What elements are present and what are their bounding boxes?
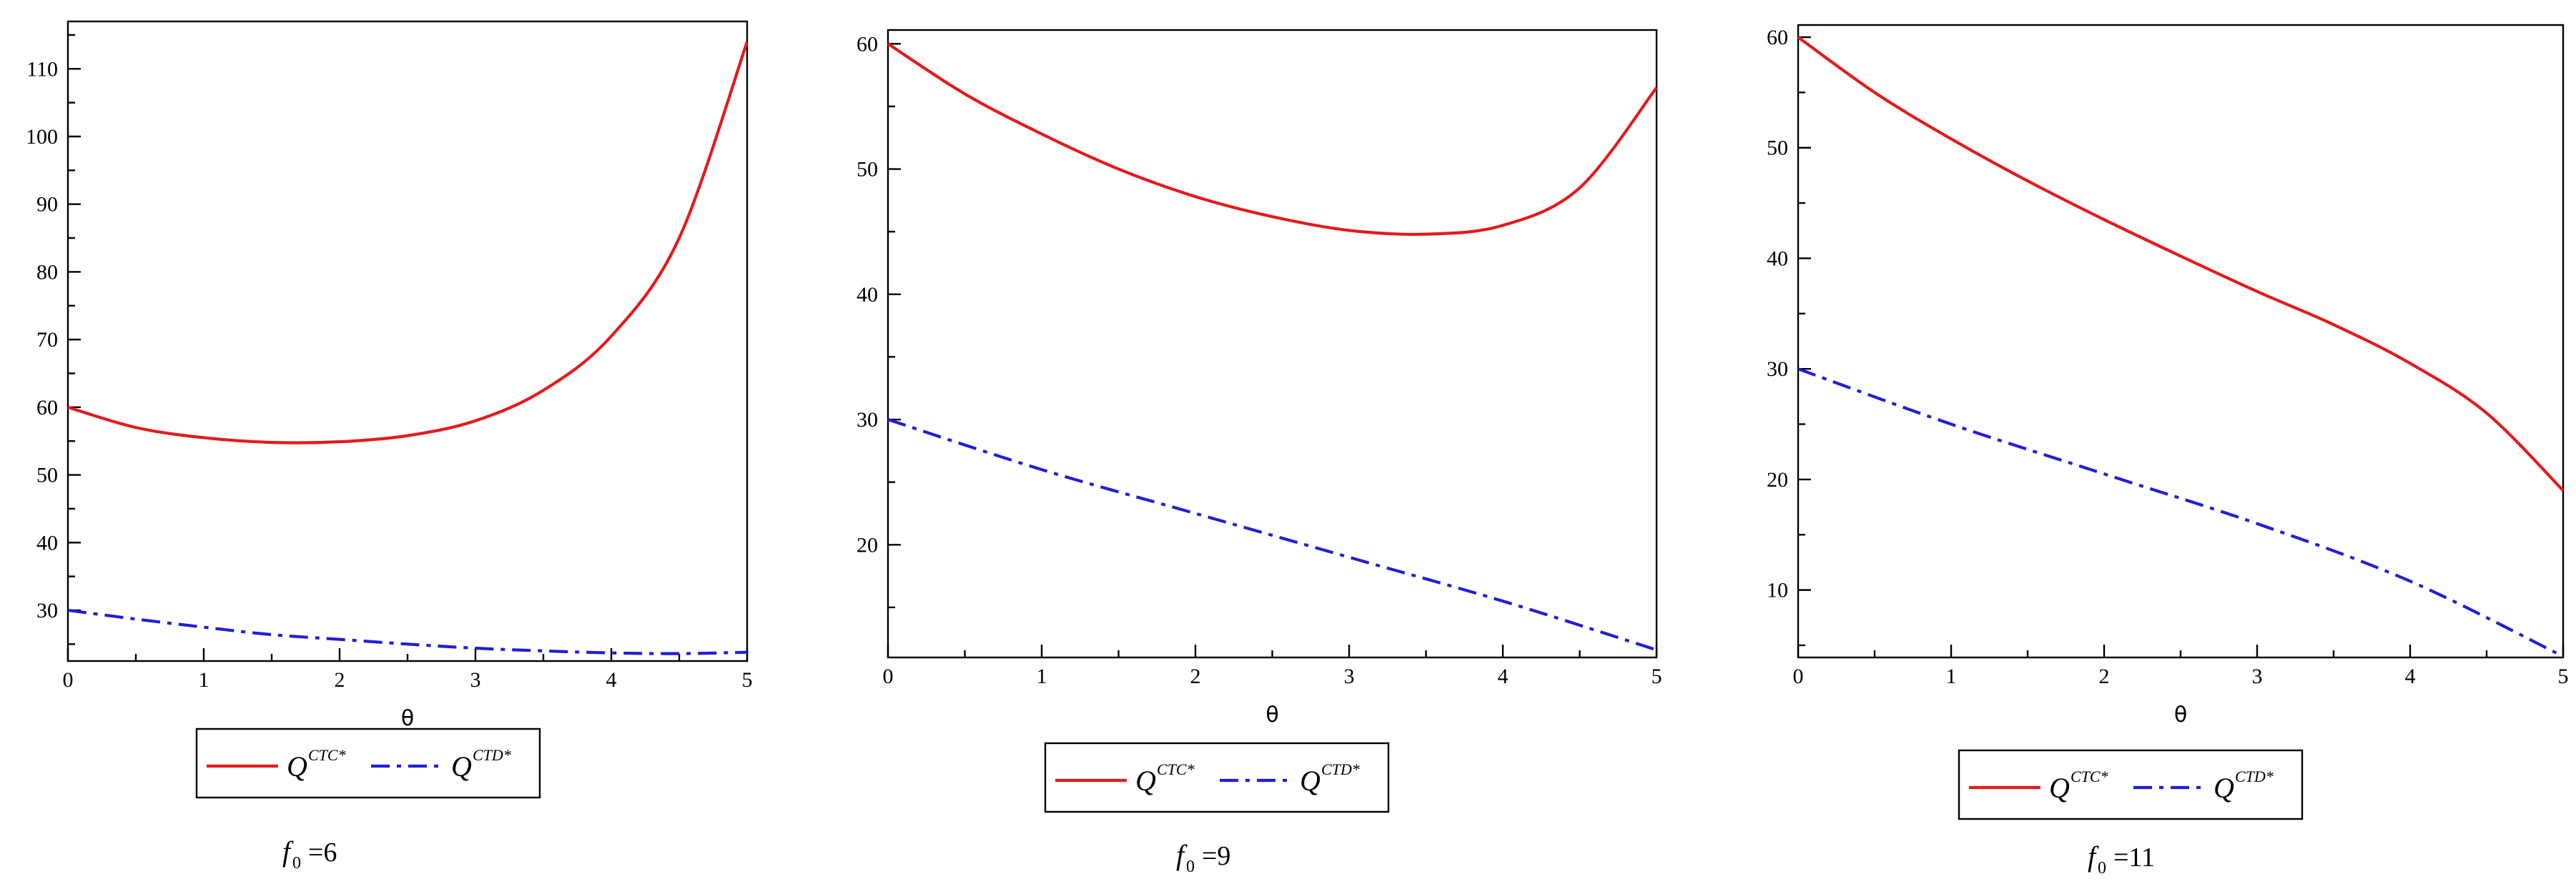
- legend-box: [195, 727, 541, 799]
- x-tick-label: 5: [1652, 665, 1662, 688]
- caption-value: =11: [2113, 843, 2155, 873]
- y-tick-label: 50: [857, 158, 878, 182]
- chart-panel-f0-11: 0 1 2 3 4 5 10 20 30 40 50 60 θ Q CTC* Q CTD* f 0 =11: [1702, 0, 2576, 889]
- x-tick-label: 1: [1037, 665, 1047, 688]
- legend-label-superscript: CTC*: [2071, 768, 2108, 785]
- y-tick-label: 70: [36, 328, 58, 352]
- x-tick-label: 2: [1190, 665, 1201, 688]
- y-tick-label: 110: [26, 57, 58, 81]
- y-tick-label: 90: [36, 193, 58, 217]
- legend-label: Q: [1300, 765, 1321, 797]
- plot-frame: [887, 29, 1658, 659]
- y-tick-label: 40: [857, 283, 878, 307]
- x-tick-label: 2: [2099, 665, 2110, 688]
- x-axis-label: θ: [2174, 702, 2187, 727]
- series-line-ctd: [1797, 367, 2564, 658]
- y-tick-label: 50: [36, 464, 58, 487]
- caption-subscript: 0: [2098, 859, 2106, 878]
- legend-label: Q: [451, 750, 472, 783]
- x-tick-label: 1: [1946, 665, 1957, 688]
- caption-subscript: 0: [1186, 858, 1195, 876]
- caption-value: =9: [1202, 841, 1230, 871]
- y-tick-label: 20: [857, 533, 878, 557]
- y-tick-label: 30: [1767, 357, 1788, 381]
- chart-panel-f0-9: 0 1 2 3 4 5 20 30 40 50 60 θ Q CTC* Q CTD* f 0 =9: [815, 0, 1687, 889]
- y-tick-label: 100: [26, 125, 58, 149]
- x-tick-label: 4: [2405, 665, 2416, 688]
- x-tick-label: 1: [199, 668, 209, 692]
- legend-label: Q: [1135, 765, 1156, 797]
- y-tick-label: 30: [36, 599, 58, 622]
- legend-label: Q: [2049, 772, 2070, 804]
- x-tick-label: 3: [470, 668, 481, 692]
- y-tick-label: 60: [1767, 26, 1788, 49]
- legend-label: Q: [2214, 772, 2234, 804]
- x-tick-label: 0: [63, 668, 74, 692]
- legend-label-superscript: CTC*: [1157, 760, 1195, 778]
- y-tick-label: 40: [36, 531, 58, 555]
- x-tick-label: 5: [2558, 665, 2569, 688]
- x-tick-label: 3: [2252, 665, 2263, 688]
- x-tick-label: 5: [742, 668, 753, 692]
- y-tick-label: 10: [1767, 579, 1788, 602]
- caption-subscript: 0: [292, 854, 301, 873]
- caption-value: =6: [308, 838, 337, 868]
- series-line-ctc: [67, 41, 749, 444]
- x-axis-label: θ: [401, 706, 414, 731]
- legend-label-superscript: CTC*: [308, 746, 346, 764]
- y-tick-label: 80: [36, 260, 58, 284]
- legend-label-superscript: CTD*: [2235, 768, 2274, 785]
- y-tick-label: 30: [857, 408, 878, 432]
- y-tick-label: 40: [1767, 247, 1788, 270]
- x-tick-label: 0: [1793, 665, 1804, 688]
- series-line-ctd: [887, 418, 1657, 652]
- x-axis-label: θ: [1265, 702, 1278, 727]
- plot-frame: [1797, 24, 2565, 659]
- legend-box: [1958, 749, 2304, 820]
- x-tick-label: 3: [1344, 665, 1355, 688]
- series-line-ctc: [887, 42, 1658, 237]
- x-tick-label: 4: [1498, 665, 1509, 688]
- x-tick-label: 2: [335, 668, 345, 692]
- series-line-ctc: [1797, 36, 2565, 492]
- chart-panel-f0-6: 0 1 2 3 4 5 30 40 50 60 70 80 90 100 110 θ Q CTC* Q CTD* f 0 =…: [0, 0, 786, 889]
- x-tick-label: 0: [883, 665, 894, 688]
- x-tick-label: 4: [606, 668, 617, 692]
- legend-label: Q: [287, 750, 307, 783]
- y-tick-label: 50: [1767, 136, 1788, 160]
- series-line-ctd: [67, 608, 748, 655]
- legend-box: [1044, 742, 1390, 813]
- y-tick-label: 20: [1767, 468, 1788, 492]
- y-tick-label: 60: [857, 32, 878, 56]
- legend-label-superscript: CTD*: [1321, 760, 1360, 778]
- y-tick-label: 60: [36, 396, 58, 419]
- legend-label-superscript: CTD*: [473, 746, 511, 764]
- plot-frame: [66, 20, 749, 662]
